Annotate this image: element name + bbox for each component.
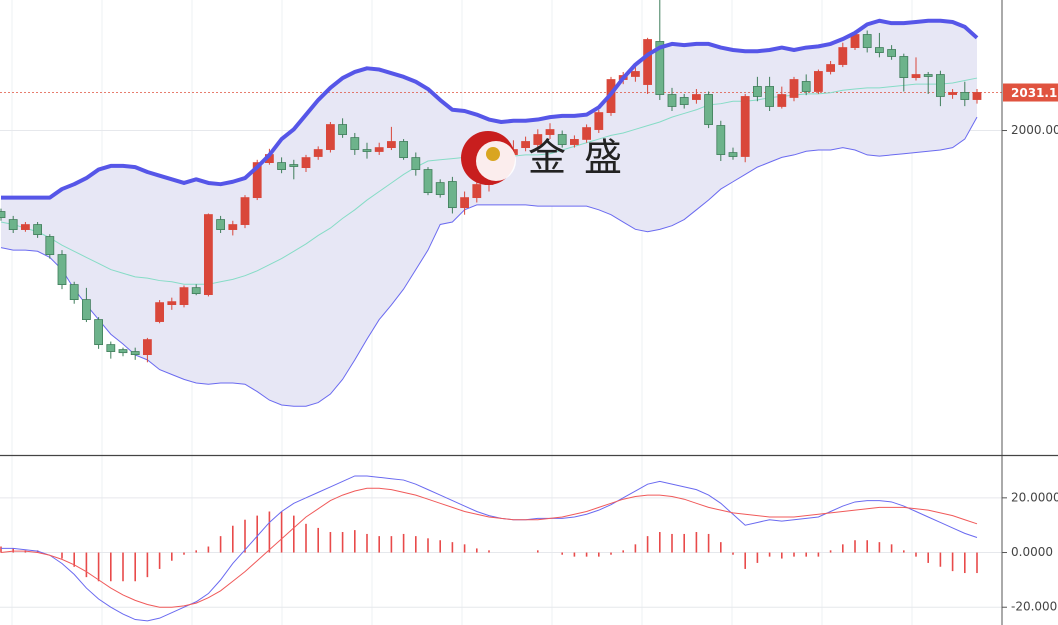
plot — [0, 0, 1002, 622]
candle-body — [631, 71, 640, 77]
candle-body — [960, 92, 970, 100]
candle-body — [704, 94, 713, 125]
candle-body — [728, 152, 738, 157]
candle-body — [801, 81, 811, 92]
candle-body — [643, 39, 652, 85]
candle-body — [130, 351, 140, 356]
logo-cut — [476, 141, 516, 181]
candle-body — [338, 124, 348, 135]
macd-line — [1, 475, 978, 622]
candle-body — [936, 74, 945, 97]
candle-body — [82, 299, 91, 320]
candle-body — [814, 71, 823, 92]
candle-body — [69, 284, 79, 300]
candle-body — [765, 86, 774, 107]
y-tick-label: 20.0000 — [1011, 490, 1058, 504]
candle-body — [447, 181, 457, 209]
y-tick-label: -20.0000 — [1011, 600, 1058, 614]
candle-body — [191, 287, 201, 295]
candle-body — [911, 74, 921, 78]
y-tick-label: 2000.000 — [1011, 123, 1058, 137]
candle-body — [179, 287, 189, 305]
candle-body — [155, 302, 165, 322]
candle-body — [838, 47, 848, 65]
candle-body — [313, 149, 323, 157]
candle-body — [8, 219, 18, 230]
candle-body — [545, 129, 555, 135]
candle-body — [594, 112, 604, 130]
candle-body — [557, 134, 567, 145]
candle-body — [203, 214, 213, 295]
candle-body — [0, 211, 6, 219]
candle-body — [45, 236, 55, 255]
candle-body — [692, 94, 701, 100]
candle-body — [252, 162, 262, 199]
candle-body — [20, 224, 30, 230]
candle-body — [423, 169, 433, 194]
candle-body — [887, 49, 896, 57]
last-price-badge — [1003, 83, 1058, 102]
candle-body — [411, 157, 421, 170]
candle-body — [350, 137, 360, 150]
candle-body — [716, 125, 726, 155]
candle-body — [399, 141, 409, 159]
candle-body — [862, 34, 872, 48]
candle-body — [325, 124, 335, 150]
candle-body — [875, 47, 884, 53]
candle-body — [472, 184, 482, 199]
candle-body — [826, 64, 835, 72]
candle-body — [899, 56, 909, 78]
candle-body — [289, 164, 299, 167]
watermark-text: 金盛 — [528, 136, 640, 180]
candle-body — [216, 219, 226, 230]
candle-body — [948, 92, 957, 95]
candle-body — [533, 134, 543, 145]
candle-body — [655, 41, 665, 95]
candle-body — [106, 344, 116, 352]
candle-body — [753, 86, 762, 97]
candle-body — [972, 92, 982, 100]
band-line — [0, 116, 978, 407]
candle-body — [777, 94, 787, 107]
band-line — [1, 18, 979, 200]
candle-body — [582, 127, 591, 140]
candle-body — [374, 147, 384, 152]
candle-body — [240, 197, 250, 225]
last-price-label: 2031.160 — [1011, 86, 1058, 100]
candle-body — [386, 141, 396, 149]
logo: 金盛 — [461, 131, 640, 185]
candle-body — [789, 79, 799, 98]
candle-body — [118, 349, 128, 354]
candle-body — [167, 301, 177, 305]
candle-body — [362, 149, 372, 152]
candle-body — [33, 224, 42, 235]
band-fill — [1, 20, 977, 407]
macd-line — [0, 487, 978, 608]
candle-body — [460, 197, 470, 209]
candle-body — [923, 74, 933, 77]
candle-body — [228, 224, 238, 230]
candle-body — [570, 139, 579, 145]
y-tick-label: 0.0000 — [1011, 545, 1053, 559]
candle-body — [740, 96, 750, 157]
candle-body — [142, 339, 152, 356]
candle-body — [679, 97, 689, 105]
candle-body — [57, 254, 67, 285]
candle-body — [521, 141, 530, 149]
candle-body — [667, 94, 677, 107]
candle-body — [301, 157, 311, 169]
candle-body — [94, 319, 103, 346]
logo-ball — [486, 147, 500, 161]
candle-body — [435, 182, 445, 195]
candle-body — [277, 162, 287, 170]
